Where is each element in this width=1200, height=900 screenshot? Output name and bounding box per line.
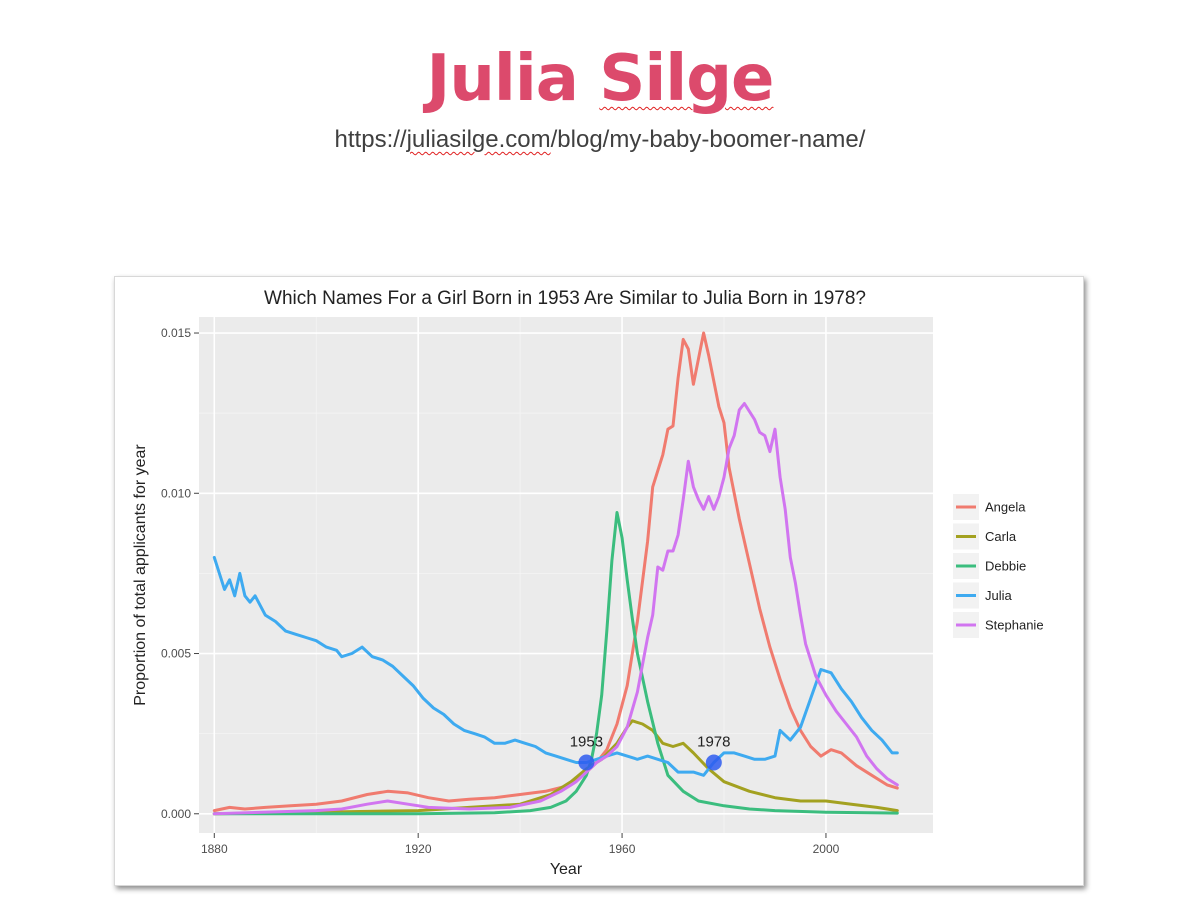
series-line-stephanie [212,402,899,816]
url-scheme: https:// [334,126,407,153]
annotation-label-1978: 1978 [697,733,730,750]
annotation-point-1978 [705,754,722,771]
y-tick-label: 0.010 [161,486,191,500]
y-axis-label: Proportion of total applicants for year [132,444,149,706]
series-line-julia [212,555,899,777]
title-first-word: Julia [426,42,600,116]
x-tick-label: 1960 [609,842,636,856]
annotation-point-1953 [578,754,595,771]
x-tick-label: 1920 [405,842,432,856]
legend-label-stephanie: Stephanie [985,618,1044,633]
x-tick-label: 1880 [201,842,228,856]
series-line-angela [212,331,899,813]
y-tick-label: 0.005 [161,647,191,661]
legend-label-angela: Angela [985,500,1026,515]
legend-label-julia: Julia [985,588,1013,603]
y-tick-label: 0.000 [161,807,191,821]
slide-title: Julia Silge [0,42,1200,116]
x-axis-label: Year [550,861,583,878]
y-tick-label: 0.015 [161,326,191,340]
line-chart: Which Names For a Girl Born in 1953 Are … [132,288,1044,878]
chart-image: Which Names For a Girl Born in 1953 Are … [114,276,1084,886]
annotation-label-1953: 1953 [570,733,603,750]
url-domain: juliasilge.com [406,126,551,153]
series-line-carla [212,719,899,816]
chart-title: Which Names For a Girl Born in 1953 Are … [264,288,866,309]
source-url: https://juliasilge.com/blog/my-baby-boom… [0,126,1200,154]
x-tick-label: 2000 [813,842,840,856]
legend-label-debbie: Debbie [985,559,1026,574]
series-line-debbie [212,511,899,816]
title-last-word: Silge [599,42,774,116]
url-path: /blog/my-baby-boomer-name/ [550,126,866,153]
legend-label-carla: Carla [985,529,1017,544]
